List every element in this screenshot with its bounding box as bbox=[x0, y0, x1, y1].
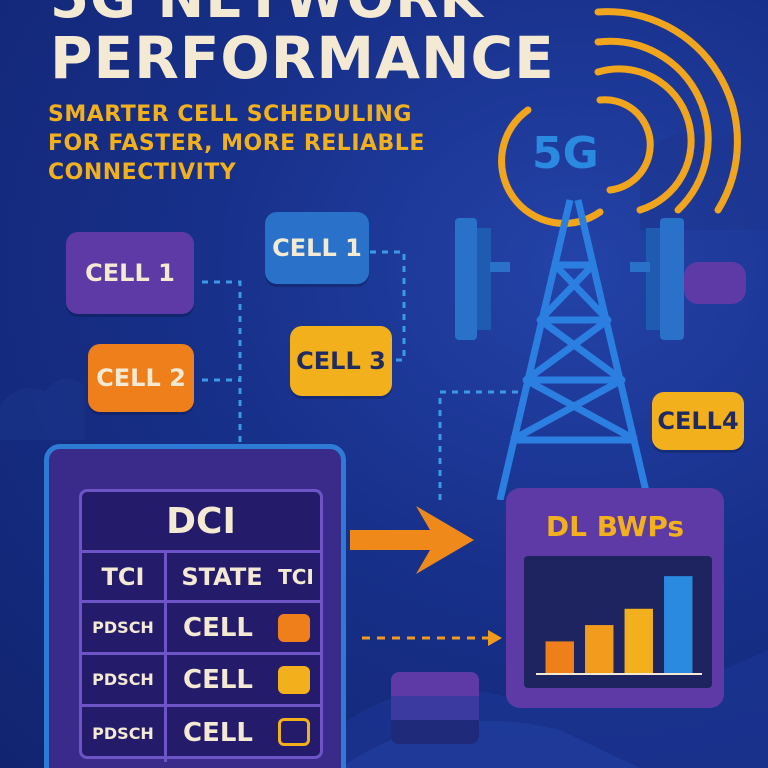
signal-waves-icon bbox=[498, 8, 741, 227]
tower-5g-label: 5G bbox=[532, 128, 599, 179]
dci-title: DCI bbox=[166, 500, 236, 542]
row-1-value: CELL bbox=[183, 612, 253, 643]
divider bbox=[82, 600, 320, 603]
cell-2-tag: CELL 2 bbox=[88, 344, 194, 412]
cell-tower-icon bbox=[455, 8, 746, 500]
header-state: STATE bbox=[181, 562, 263, 591]
bar-1 bbox=[545, 641, 574, 674]
title-line-2: PERFORMANCE bbox=[50, 24, 555, 92]
row-2-indicator bbox=[278, 666, 310, 694]
header-tci: TCI bbox=[101, 562, 145, 591]
title-line-1: 5G NETWORK bbox=[50, 0, 484, 31]
divider bbox=[164, 550, 167, 762]
subtitle-line-2: FOR FASTER, MORE RELIABLE bbox=[48, 131, 425, 156]
row-3-channel: PDSCH bbox=[92, 723, 154, 743]
subtitle-line-3: CONNECTIVITY bbox=[48, 160, 237, 185]
row-2-value: CELL bbox=[183, 664, 253, 695]
row-3-value: CELL bbox=[183, 718, 253, 748]
dci-table: DCI TCI STATE TCI PDSCH CELL PDSCH CELL … bbox=[79, 489, 323, 762]
subtitle-line-1: SMARTER CELL SCHEDULING bbox=[48, 102, 412, 127]
row-1-channel: PDSCH bbox=[92, 618, 154, 637]
bar-3 bbox=[624, 608, 653, 674]
cell-1-left-tag: CELL 1 bbox=[66, 232, 194, 314]
dl-bwps-title: DL BWPs bbox=[545, 510, 685, 543]
divider bbox=[82, 652, 320, 655]
cell-4-tag: CELL4 bbox=[652, 392, 744, 450]
layer-swatch bbox=[391, 672, 479, 744]
dl-bwps-panel: DL BWPs bbox=[506, 488, 724, 708]
bar-2 bbox=[585, 625, 614, 674]
dci-panel: DCI TCI STATE TCI PDSCH CELL PDSCH CELL … bbox=[44, 444, 346, 768]
divider bbox=[82, 704, 320, 707]
header-tci-2: TCI bbox=[278, 564, 314, 589]
row-1-indicator bbox=[278, 614, 310, 642]
bar-4 bbox=[664, 576, 693, 674]
subtitle: SMARTER CELL SCHEDULING FOR FASTER, MORE… bbox=[48, 100, 425, 187]
divider bbox=[82, 550, 320, 553]
row-2-channel: PDSCH bbox=[92, 670, 154, 689]
bwp-bar-svg bbox=[536, 576, 702, 675]
row-3-indicator bbox=[278, 718, 310, 746]
cell-1-top-tag: CELL 1 bbox=[265, 212, 369, 284]
bwp-bar-chart bbox=[524, 556, 712, 688]
cell-3-tag: CELL 3 bbox=[290, 326, 392, 396]
